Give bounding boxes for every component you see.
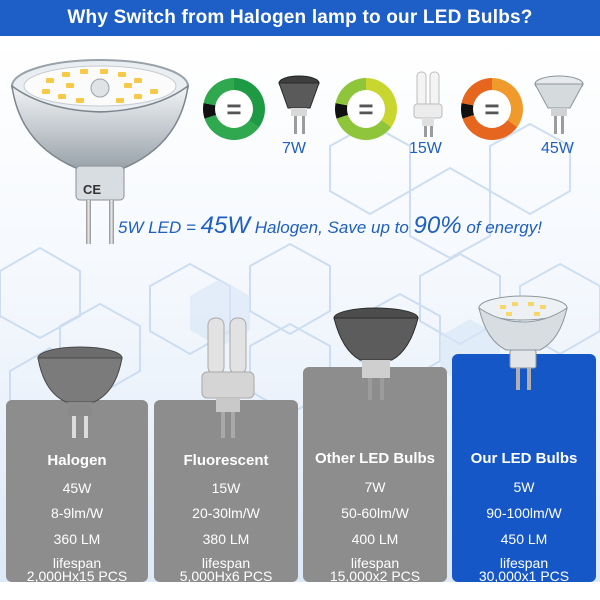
tagline-part: 5W LED =: [118, 218, 201, 237]
card-lifespan: 5,000Hx6 PCS: [179, 568, 273, 584]
ring-icon: =: [461, 78, 523, 140]
equals-icon: =: [226, 94, 242, 124]
other-led-product-bulb: [333, 307, 419, 400]
halogen-product-bulb: [37, 346, 123, 438]
energy-tagline: 5W LED = 45W Halogen, Save up to 90% of …: [118, 212, 542, 240]
tagline-part: Halogen, Save up to: [250, 218, 414, 237]
tagline-highlight: 90%: [413, 212, 462, 239]
equals-icon: =: [484, 94, 500, 124]
card-lifespan-label: lifespan: [201, 555, 251, 571]
watt-label-15w: 15W: [409, 140, 442, 157]
card-lifespan: 15,000x2 PCS: [329, 568, 421, 584]
card-lumens: 400 LM: [351, 531, 399, 547]
watt-label-7w: 7W: [282, 140, 306, 157]
equals-icon: =: [358, 94, 374, 124]
bottom-margin: [0, 582, 600, 600]
card-power: 45W: [62, 480, 92, 496]
ce-mark: CE: [83, 182, 101, 197]
card-efficacy: 90-100lm/W: [486, 505, 562, 521]
card-lifespan: 30,000x1 PCS: [478, 568, 570, 584]
hero-led-bulb: CE: [11, 59, 189, 244]
card-lifespan-label: lifespan: [350, 555, 400, 571]
page-header: Why Switch from Halogen lamp to our LED …: [0, 0, 600, 36]
card-lifespan-label: lifespan: [499, 555, 549, 571]
comparison-card-halogen: Halogen 45W 8-9lm/W 360 LM lifespan 2,00…: [6, 400, 148, 584]
card-efficacy: 50-60lm/W: [341, 505, 409, 521]
card-power: 7W: [364, 479, 386, 495]
card-lumens: 360 LM: [53, 531, 101, 547]
halogen-bulb: [534, 75, 584, 134]
watt-label-45w: 45W: [541, 140, 574, 157]
card-title: Fluorescent: [183, 452, 269, 469]
card-title: Halogen: [47, 452, 107, 469]
page-title: Why Switch from Halogen lamp to our LED …: [67, 7, 533, 28]
card-title: Our LED Bulbs: [470, 450, 578, 467]
card-power: 5W: [513, 479, 535, 495]
card-efficacy: 20-30lm/W: [192, 505, 260, 521]
tagline-highlight: 45W: [200, 212, 251, 239]
card-lifespan-label: lifespan: [52, 555, 102, 571]
card-title: Other LED Bulbs: [314, 450, 435, 467]
tagline-part: of energy!: [461, 218, 542, 237]
card-efficacy: 8-9lm/W: [50, 505, 104, 521]
card-lifespan: 2,000Hx15 PCS: [26, 568, 128, 584]
card-power: 15W: [211, 480, 241, 496]
comparison-card-our-led: Our LED Bulbs 5W 90-100lm/W 450 LM lifes…: [452, 354, 596, 584]
led-spot-bulb: [278, 75, 320, 134]
card-lumens: 450 LM: [500, 531, 548, 547]
ring-icon: =: [335, 78, 397, 140]
ring-icon: =: [203, 78, 265, 140]
comparison-card-other-led: Other LED Bulbs 7W 50-60lm/W 400 LM life…: [303, 367, 447, 584]
comparison-card-fluorescent: Fluorescent 15W 20-30lm/W 380 LM lifespa…: [154, 400, 298, 584]
card-lumens: 380 LM: [202, 531, 250, 547]
our-led-product-bulb: [478, 295, 568, 390]
fluorescent-product-bulb: [201, 317, 255, 438]
fluorescent-bulb: [413, 71, 443, 137]
